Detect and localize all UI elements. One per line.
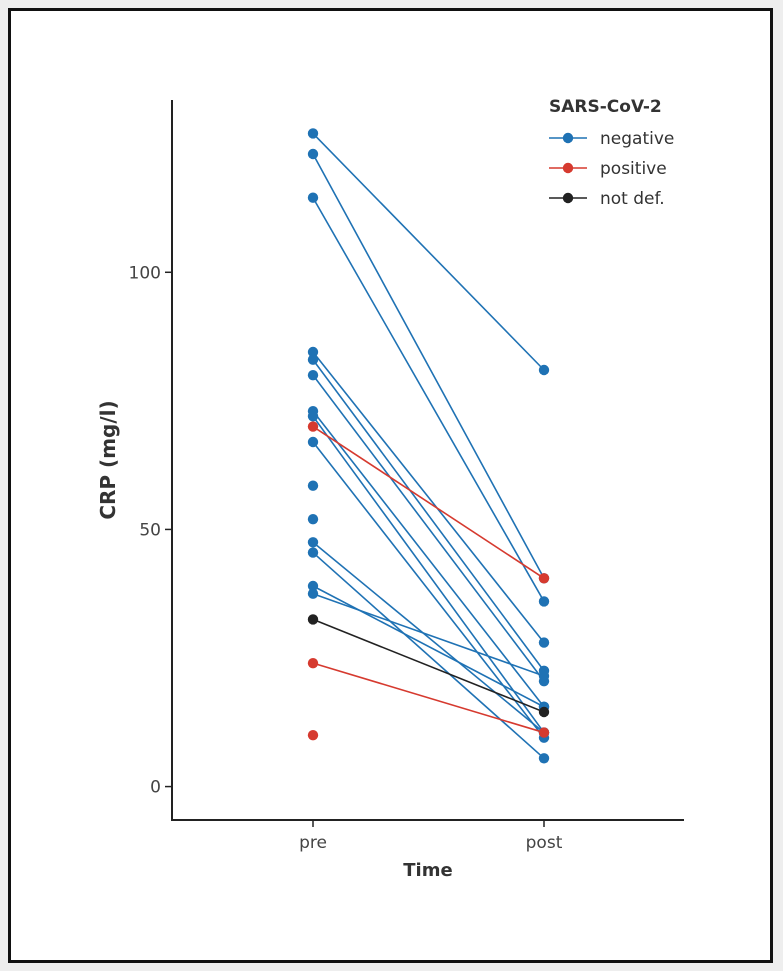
data-point-negative — [307, 411, 319, 422]
y-ticks: 0 50 100 — [129, 263, 172, 798]
legend-marker-positive — [562, 162, 574, 174]
x-axis-title: Time — [403, 860, 452, 881]
data-point-negative — [307, 588, 319, 599]
series-line-notdef — [312, 618, 545, 713]
x-ticks: pre post — [299, 820, 563, 853]
data-point-negative — [307, 369, 319, 381]
data-point-negative — [538, 670, 550, 682]
figure-frame: 0 50 100 pre post Time CRP (mg/l) SARS-CoV-… — [8, 8, 773, 963]
data-point-negative — [538, 753, 550, 764]
axes — [171, 100, 684, 821]
series-line-negative — [312, 197, 545, 602]
legend-label-notdef: not def. — [600, 189, 665, 209]
series-line-negative — [312, 374, 545, 682]
y-tick-label: 100 — [129, 263, 161, 283]
series-line-negative — [312, 132, 545, 371]
series-line-negative — [312, 359, 545, 672]
data-point-negative — [538, 637, 550, 648]
x-tick-label: pre — [299, 833, 327, 853]
legend-label-positive: positive — [600, 159, 667, 179]
data-point-positive — [307, 657, 319, 669]
data-point-negative — [538, 364, 550, 376]
series-points — [307, 128, 550, 764]
data-point-notdef — [307, 614, 319, 625]
y-axis-title: CRP (mg/l) — [96, 400, 120, 519]
series-line-negative — [312, 415, 545, 734]
series-line-negative — [312, 410, 545, 708]
data-point-negative — [307, 354, 319, 365]
x-tick-label: post — [526, 833, 563, 853]
y-tick-label: 50 — [139, 520, 161, 540]
data-point-negative — [307, 513, 319, 525]
series-line-positive — [312, 662, 545, 734]
data-point-positive — [307, 729, 319, 741]
series-line-negative — [312, 351, 545, 644]
y-tick-label: 0 — [150, 778, 161, 798]
data-point-negative — [307, 128, 319, 139]
series-line-negative — [312, 592, 545, 677]
data-point-positive — [538, 727, 550, 738]
legend: SARS-CoV-2 negative positive not def. — [549, 97, 674, 209]
data-point-negative — [307, 580, 319, 592]
data-point-notdef — [538, 706, 550, 718]
series-line-negative — [312, 551, 545, 759]
data-point-negative — [307, 148, 319, 160]
data-point-negative — [307, 537, 319, 548]
legend-label-negative: negative — [600, 129, 674, 149]
data-point-negative — [307, 346, 319, 358]
series-line-negative — [312, 153, 545, 579]
legend-marker-notdef — [562, 192, 574, 204]
data-point-negative — [307, 547, 319, 558]
series-line-negative — [312, 585, 545, 708]
data-point-negative — [538, 596, 550, 607]
chart: 0 50 100 pre post Time CRP (mg/l) SARS-CoV-… — [96, 97, 684, 881]
data-point-positive — [538, 573, 550, 584]
data-point-negative — [307, 436, 319, 448]
series-lines — [312, 132, 545, 759]
series-line-positive — [312, 425, 545, 579]
series-line-negative — [312, 441, 545, 739]
data-point-negative — [307, 480, 319, 491]
legend-marker-negative — [562, 132, 574, 144]
data-point-positive — [307, 421, 319, 432]
data-point-negative — [307, 192, 319, 203]
legend-title: SARS-CoV-2 — [549, 97, 662, 117]
series-line-negative — [312, 541, 545, 734]
